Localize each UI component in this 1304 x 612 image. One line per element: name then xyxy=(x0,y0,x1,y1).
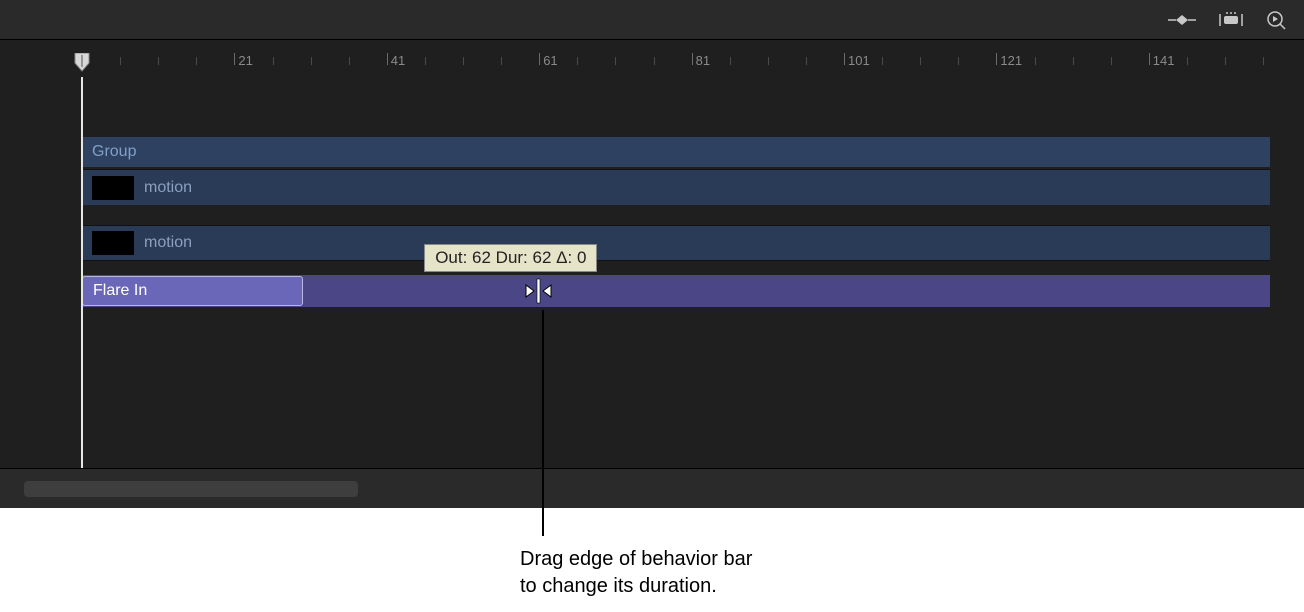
ruler-tick-label: 141 xyxy=(1153,53,1175,68)
group-header-row[interactable]: Group xyxy=(82,137,1270,167)
group-label: Group xyxy=(82,143,136,161)
timeline-ruler[interactable]: 21 41 61 81 101 121 141 xyxy=(82,53,1304,77)
scrollbar-area xyxy=(0,468,1304,508)
horizontal-scrollbar[interactable] xyxy=(24,481,358,497)
scroll-handle-right[interactable] xyxy=(352,481,356,497)
clip-tools-icon[interactable] xyxy=(1218,12,1244,28)
clip-row[interactable]: motion xyxy=(82,225,1270,261)
behavior-clip[interactable]: Flare In xyxy=(82,276,303,306)
ruler-tick-label: 81 xyxy=(696,53,710,68)
playhead-line[interactable] xyxy=(81,77,83,468)
tracks-gutter xyxy=(0,77,82,468)
clip-thumbnail xyxy=(92,231,134,255)
ruler-tick-label: 21 xyxy=(238,53,252,68)
ruler-tick-label: 121 xyxy=(1000,53,1022,68)
trim-cursor[interactable] xyxy=(522,277,556,305)
annotation-caption: Drag edge of behavior bar to change its … xyxy=(520,546,752,600)
ruler-tick-label: 61 xyxy=(543,53,557,68)
tracks-content: Group motion motion Flare In Out: 62 Dur… xyxy=(82,77,1270,468)
ruler-area: 21 41 61 81 101 121 141 xyxy=(0,41,1304,77)
timeline-panel: 21 41 61 81 101 121 141 Group motion motion Fl… xyxy=(0,0,1304,508)
behavior-clip-label: Flare In xyxy=(93,282,147,300)
callout-line xyxy=(542,310,544,536)
scroll-handle-left[interactable] xyxy=(26,481,30,497)
clip-label: motion xyxy=(144,234,192,252)
ruler-tick-label: 41 xyxy=(391,53,405,68)
tracks-area: Group motion motion Flare In Out: 62 Dur… xyxy=(0,77,1304,468)
clip-row[interactable]: motion xyxy=(82,169,1270,205)
clip-label: motion xyxy=(144,179,192,197)
playhead-marker[interactable] xyxy=(73,53,91,78)
keyframe-icon[interactable] xyxy=(1168,13,1196,27)
search-preview-icon[interactable] xyxy=(1266,10,1286,30)
clip-thumbnail xyxy=(92,176,134,200)
tooltip-text: Out: 62 Dur: 62 Δ: 0 xyxy=(435,248,586,267)
ruler-tick-label: 101 xyxy=(848,53,870,68)
behavior-lane: Flare In xyxy=(82,275,1270,307)
caption-line2: to change its duration. xyxy=(520,573,752,600)
trim-tooltip: Out: 62 Dur: 62 Δ: 0 xyxy=(424,244,597,272)
caption-line1: Drag edge of behavior bar xyxy=(520,546,752,573)
timeline-toolbar xyxy=(0,0,1304,40)
